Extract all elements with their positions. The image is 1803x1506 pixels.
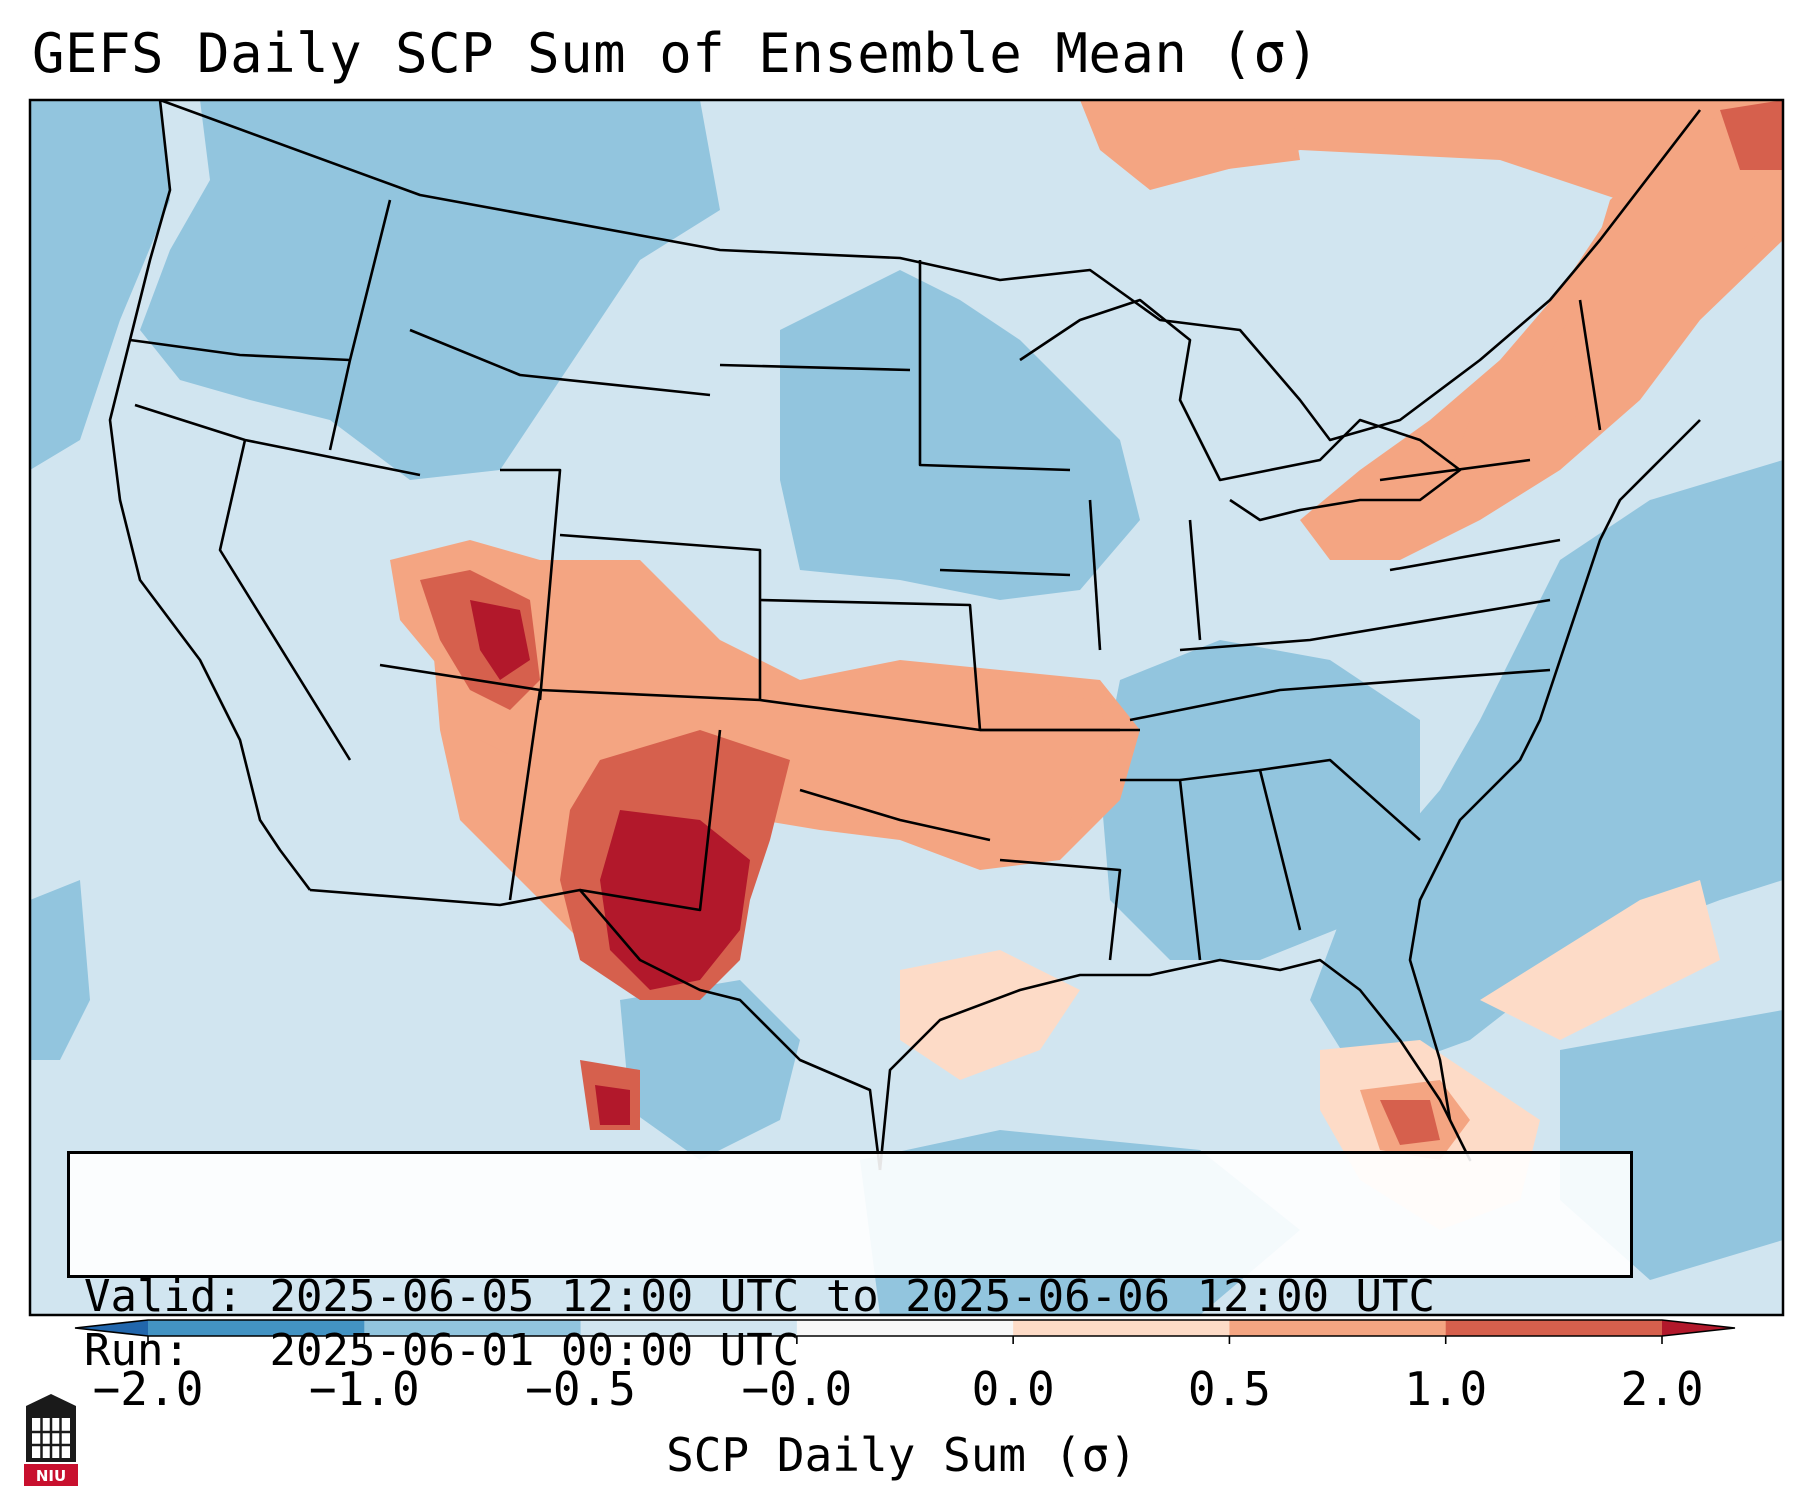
colorbar-tick-label: −0.5 (525, 1362, 636, 1416)
state-line-ky-va (1179, 598, 1551, 652)
state-line-il-in (1088, 499, 1102, 651)
state-line-nv-ca (218, 439, 352, 761)
colorbar-tick-label: 2.0 (1620, 1362, 1704, 1416)
map-frame (28, 98, 1785, 1317)
state-line-wy-ut (500, 468, 562, 701)
state-line-id (328, 199, 392, 451)
state-line-az-nm (508, 689, 542, 901)
us-coastline-west (108, 100, 312, 891)
region-pacific-northwest-negative (30, 100, 720, 480)
state-line-tn-nc (1129, 668, 1551, 722)
colorbar-bin (1013, 1320, 1230, 1336)
colorbar-bin (796, 1320, 1014, 1336)
colorbar-bin (148, 1320, 365, 1336)
state-line-ar-la-ms (999, 858, 1122, 961)
colorbar-under-extension (75, 1320, 148, 1336)
region-utah-colorado-positive (390, 540, 1110, 840)
state-boundaries (108, 100, 1702, 1171)
east-coast (1408, 419, 1701, 1121)
region-southeast-negative (1100, 640, 1420, 960)
niu-logo: NIU (24, 1394, 78, 1486)
colorbar-tick-label: −1.0 (308, 1362, 420, 1416)
region-florida-max-positive (1380, 1100, 1440, 1145)
region-west-texas-core-positive (595, 810, 750, 1125)
chart-title: GEFS Daily SCP Sum of Ensemble Mean (σ) (32, 22, 1320, 85)
colorbar (74, 1319, 1736, 1344)
region-northeast-max-positive (1720, 100, 1783, 170)
state-line-wa-or (129, 338, 351, 362)
run-value: 2025-06-01 00:00 UTC (269, 1325, 800, 1376)
state-line-ga-sc (1259, 758, 1421, 841)
colorbar-bin (364, 1320, 582, 1336)
niu-logo-text: NIU (36, 1467, 66, 1485)
canada-border (159, 100, 1702, 442)
region-northeast-core-positive (1190, 100, 1783, 470)
us-mexico-border (309, 888, 882, 1171)
state-line-oh-in (1188, 519, 1202, 641)
state-line-ia-mo (939, 568, 1071, 577)
run-row: Run: 2025-06-01 00:00 UTC (84, 1324, 1616, 1378)
valid-value: 2025-06-05 12:00 UTC to 2025-06-06 12:00… (269, 1271, 1436, 1322)
colorbar-tick-label: 0.0 (971, 1362, 1055, 1416)
valid-label: Valid: (84, 1271, 243, 1322)
colorbar-bin (580, 1320, 798, 1336)
valid-row: Valid: 2025-06-05 12:00 UTC to 2025-06-0… (84, 1270, 1616, 1324)
state-line-co (559, 533, 762, 700)
state-line-ok-tx (799, 788, 991, 842)
colorbar-tick-label: −2.0 (92, 1362, 204, 1416)
region-northern-plains-negative (780, 270, 1140, 600)
state-line-pa-md (1389, 538, 1561, 572)
state-line-nd-sd (719, 363, 911, 372)
colorbar-over-extension (1662, 1320, 1735, 1336)
colorbar-tick-label: −0.0 (741, 1362, 853, 1416)
gulf-coast (878, 958, 1472, 1171)
colorbar-tick-label: 0.5 (1187, 1362, 1271, 1416)
region-utah-max-positive (470, 600, 530, 680)
run-label: Run: (84, 1325, 190, 1376)
valid-run-info-box: Valid: 2025-06-05 12:00 UTC to 2025-06-0… (67, 1151, 1633, 1376)
state-line-mt-wy (409, 328, 711, 397)
region-gulf-florida-positive (900, 880, 1720, 1230)
colorbar-bin (1229, 1320, 1447, 1336)
great-lakes-outline (1019, 298, 1462, 522)
colorbar-bin (1445, 1320, 1663, 1336)
colorbar-label: SCP Daily Sum (σ) (666, 1428, 1137, 1482)
state-line-mn-ia (918, 260, 1071, 472)
colorbar-tick-label: 1.0 (1404, 1362, 1488, 1416)
region-western-atlantic-negative (1310, 460, 1783, 1080)
state-line-pa-ny (1379, 458, 1531, 482)
state-line-vt-nh (1578, 299, 1602, 431)
state-line-nm-tx (579, 729, 722, 912)
state-line-ne-ks (759, 598, 982, 731)
